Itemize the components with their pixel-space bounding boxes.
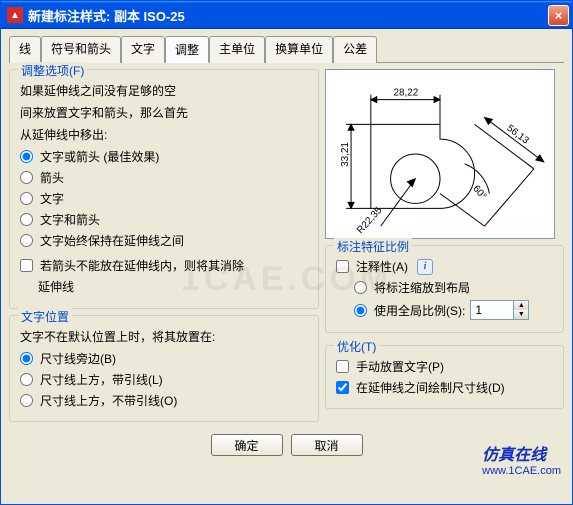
check-draw-dimline-label: 在延伸线之间绘制尺寸线(D) [356,379,505,396]
preview-left-dim: 33,21 [340,142,351,167]
radio-textpos-over-noleader-label: 尺寸线上方，不带引线(O) [40,392,177,409]
radio-fit-keep-label: 文字始终保持在延伸线之间 [40,232,184,249]
text-pos-intro: 文字不在默认位置上时，将其放置在: [20,328,310,346]
fit-options-group: 调整选项(F) 如果延伸线之间没有足够的空 间来放置文字和箭头，那么首先 从延伸… [9,69,319,309]
tab-primary-units[interactable]: 主单位 [209,36,265,63]
radio-textpos-over-leader-label: 尺寸线上方，带引线(L) [40,371,163,388]
dialog-buttons: 确定 取消 [9,428,564,456]
cancel-button[interactable]: 取消 [291,434,363,456]
tab-tolerance[interactable]: 公差 [333,36,377,63]
radio-scale-layout-label: 将标注缩放到布局 [374,279,470,296]
preview-angle-dim: 60° [470,183,488,202]
radio-fit-text[interactable] [20,192,33,205]
check-annotative[interactable] [336,260,349,273]
check-suppress-arrows-label: 若箭头不能放在延伸线内，则将其消除 [40,257,244,274]
check-suppress-arrows-label2: 延伸线 [20,278,310,296]
brand-watermark: 仿真在线 www.1CAE.com [482,441,561,477]
fit-intro-2: 间来放置文字和箭头，那么首先 [20,104,310,122]
radio-scale-global[interactable] [354,304,367,317]
window-title: 新建标注样式: 副本 ISO-25 [28,6,548,25]
spin-down-icon[interactable]: ▼ [513,310,528,319]
close-icon[interactable]: × [548,5,569,26]
radio-fit-arrows[interactable] [20,171,33,184]
tab-alt-units[interactable]: 换算单位 [265,36,333,63]
radio-fit-keep[interactable] [20,234,33,247]
tab-text[interactable]: 文字 [121,36,165,63]
radio-scale-layout[interactable] [354,281,367,294]
brand-url: www.1CAE.com [482,465,561,477]
scale-group: 标注特征比例 注释性(A) i 将标注缩放到布局 使用全局比例(S): [325,245,564,333]
app-icon: ▲ [7,7,23,23]
radio-textpos-over-noleader[interactable] [20,394,33,407]
radio-scale-global-label: 使用全局比例(S): [374,302,465,319]
radio-fit-both-label: 文字和箭头 [40,211,100,228]
spin-up-icon[interactable]: ▲ [513,301,528,310]
text-position-legend: 文字位置 [18,308,72,325]
tab-line[interactable]: 线 [9,36,41,63]
fit-options-legend: 调整选项(F) [18,62,87,79]
check-manual-text[interactable] [336,360,349,373]
fit-intro-3: 从延伸线中移出: [20,126,310,144]
text-position-group: 文字位置 文字不在默认位置上时，将其放置在: 尺寸线旁边(B) 尺寸线上方，带引… [9,315,319,422]
dimension-preview: 28,22 33,21 R22,35 60° 56,13 [325,69,555,239]
fit-intro-1: 如果延伸线之间没有足够的空 [20,82,310,100]
radio-fit-arrows-label: 箭头 [40,169,64,186]
tab-symbols-arrows[interactable]: 符号和箭头 [41,36,121,63]
tabs-bar: 线 符号和箭头 文字 调整 主单位 换算单位 公差 [9,35,564,63]
radio-textpos-beside-label: 尺寸线旁边(B) [40,350,116,367]
tuning-group: 优化(T) 手动放置文字(P) 在延伸线之间绘制尺寸线(D) [325,345,564,409]
scale-legend: 标注特征比例 [334,238,412,255]
radio-fit-text-label: 文字 [40,190,64,207]
global-scale-input[interactable] [471,301,511,319]
check-annotative-label: 注释性(A) [356,258,408,275]
check-draw-dimline[interactable] [336,381,349,394]
radio-textpos-over-leader[interactable] [20,373,33,386]
tuning-legend: 优化(T) [334,338,379,355]
radio-textpos-beside[interactable] [20,352,33,365]
info-icon[interactable]: i [417,259,433,275]
preview-radius-dim: R22,35 [355,205,385,236]
radio-fit-both[interactable] [20,213,33,226]
tab-fit[interactable]: 调整 [165,36,209,63]
global-scale-spinner[interactable]: ▲ ▼ [470,300,529,320]
titlebar: ▲ 新建标注样式: 副本 ISO-25 × [1,1,572,29]
check-suppress-arrows[interactable] [20,259,33,272]
brand-text: 仿真在线 [482,447,546,464]
preview-top-dim: 28,22 [394,88,419,99]
ok-button[interactable]: 确定 [211,434,283,456]
radio-fit-either-label: 文字或箭头 (最佳效果) [40,148,159,165]
radio-fit-either[interactable] [20,150,33,163]
check-manual-text-label: 手动放置文字(P) [356,358,444,375]
